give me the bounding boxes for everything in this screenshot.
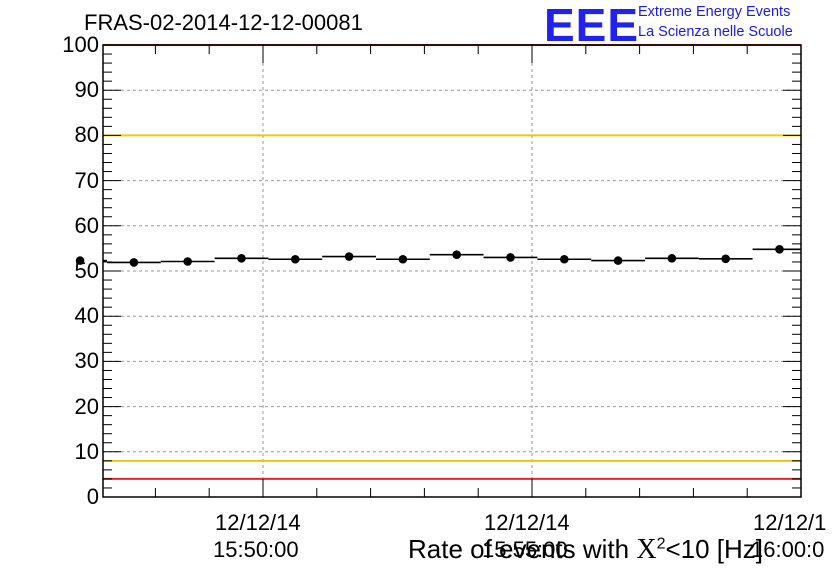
data-point <box>290 254 300 264</box>
logo-line-2: La Scienza nelle Scuole <box>638 24 793 40</box>
data-point <box>613 256 623 265</box>
data-point <box>775 245 784 254</box>
y-tick-label: 20 <box>74 393 99 419</box>
x-tick-time: 16:00:0 <box>751 537 825 562</box>
x-tick-date: 12/12/1 <box>753 510 827 535</box>
y-tick-label: 10 <box>74 438 99 464</box>
x-axis-title: Rate of events with X2<10 [Hz] <box>408 534 764 565</box>
data-point <box>344 252 354 261</box>
logo-line-1: Extreme Energy Events <box>638 4 791 20</box>
y-tick-label: 60 <box>74 212 99 238</box>
y-tick-label: 70 <box>74 167 99 193</box>
grid-lines <box>103 45 801 497</box>
data-point <box>129 258 139 267</box>
data-point <box>506 253 515 262</box>
data-point <box>559 254 569 264</box>
y-tick-label: 100 <box>62 32 99 57</box>
run-title: FRAS-02-2014-12-12-00081 <box>84 10 363 35</box>
data-point <box>721 254 730 264</box>
x-tick-time: 15:55:00 <box>482 537 568 562</box>
plot-frame <box>102 44 802 498</box>
eee-logo: EEE <box>544 0 640 51</box>
y-tick-label: 50 <box>74 258 99 283</box>
data-point <box>667 254 677 263</box>
data-point <box>75 256 85 265</box>
data-point <box>237 254 246 263</box>
y-tick-label: 80 <box>74 122 99 148</box>
y-tick-label: 30 <box>74 348 99 374</box>
data-series <box>75 245 801 267</box>
data-point <box>183 257 192 266</box>
y-tick-label: 40 <box>74 303 99 329</box>
data-point <box>398 254 408 264</box>
y-tick-label: 90 <box>74 77 99 103</box>
x-tick-date: 12/12/14 <box>215 510 301 535</box>
x-tick-date: 12/12/14 <box>484 510 570 535</box>
x-tick-time: 15:50:00 <box>213 537 299 562</box>
y-tick-label: 0 <box>86 484 99 509</box>
data-point <box>452 250 461 260</box>
